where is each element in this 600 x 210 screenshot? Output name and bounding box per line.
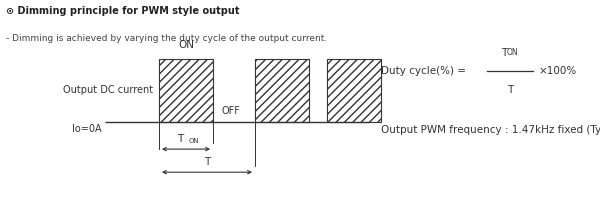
Text: Io=0A: Io=0A — [73, 124, 102, 134]
Text: ⊙ Dimming principle for PWM style output: ⊙ Dimming principle for PWM style output — [6, 6, 239, 16]
Text: - Dimming is achieved by varying the duty cycle of the output current.: - Dimming is achieved by varying the dut… — [6, 34, 327, 43]
Text: Duty cycle(%) =: Duty cycle(%) = — [381, 66, 469, 76]
Text: ON: ON — [189, 138, 200, 144]
Bar — [255, 59, 309, 122]
Text: T: T — [507, 85, 513, 95]
Text: T: T — [204, 157, 210, 167]
Text: ×100%: ×100% — [539, 66, 577, 76]
Text: ON: ON — [507, 48, 518, 57]
Text: Output PWM frequency : 1.47kHz fixed (Typ.): Output PWM frequency : 1.47kHz fixed (Ty… — [381, 125, 600, 135]
Bar — [159, 59, 213, 122]
Text: Output DC current: Output DC current — [63, 85, 153, 95]
Text: T: T — [177, 134, 183, 144]
Text: T: T — [501, 47, 507, 58]
Bar — [327, 59, 381, 122]
Text: ON: ON — [178, 40, 194, 50]
Text: OFF: OFF — [222, 105, 241, 116]
